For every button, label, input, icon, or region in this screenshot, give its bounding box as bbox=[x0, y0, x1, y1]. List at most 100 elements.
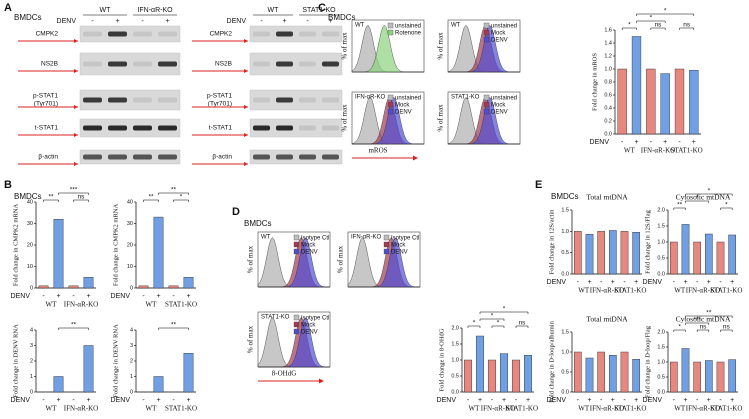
sign: + bbox=[611, 279, 615, 286]
sig-label: ns bbox=[655, 22, 663, 29]
sig-label: * bbox=[650, 15, 653, 22]
blot-strip bbox=[249, 52, 343, 76]
blot-band bbox=[276, 31, 293, 37]
sign: - bbox=[650, 139, 653, 146]
legend-label: Mock bbox=[491, 103, 506, 109]
blot-band bbox=[108, 31, 127, 37]
blot-group: WT bbox=[100, 7, 112, 14]
bar bbox=[632, 231, 640, 275]
sign: - bbox=[719, 279, 722, 286]
legend-label: Mock bbox=[391, 243, 406, 249]
legend-swatch bbox=[483, 101, 490, 108]
bar bbox=[153, 376, 164, 393]
sign: + bbox=[683, 397, 687, 404]
treatment-label: DENV bbox=[590, 139, 610, 146]
y-tick-label: 1.5 bbox=[451, 341, 459, 347]
sign: - bbox=[696, 397, 699, 404]
bar bbox=[83, 277, 94, 289]
y-tick-label: 1.5 bbox=[561, 329, 569, 335]
treatment-label: DENV bbox=[11, 293, 31, 300]
sign: + bbox=[526, 397, 530, 404]
bar bbox=[585, 234, 594, 275]
treatment-label: DENV bbox=[547, 397, 567, 404]
blot-band bbox=[158, 125, 177, 131]
bar bbox=[716, 361, 725, 393]
cell-label: BMDCs bbox=[14, 13, 42, 22]
legend-swatch bbox=[483, 94, 490, 101]
y-tick-label: 0 bbox=[130, 389, 133, 395]
sign: + bbox=[186, 293, 190, 300]
sig-label: ns bbox=[78, 194, 86, 201]
blot-band bbox=[322, 97, 339, 103]
group-label: IFN-αR-KO bbox=[686, 405, 720, 413]
y-tick-label: 0.5 bbox=[657, 255, 665, 261]
sign: + bbox=[707, 279, 711, 286]
blot-band bbox=[322, 125, 339, 131]
legend-swatch bbox=[483, 36, 490, 43]
legend-swatch bbox=[293, 314, 300, 321]
group-label: IFN-αR-KO bbox=[64, 301, 98, 309]
legend-label: Isotype Ctl bbox=[301, 236, 329, 242]
protein-label: p-STAT1 bbox=[207, 93, 232, 100]
axis-label: % of max bbox=[247, 245, 255, 273]
group-label: WT bbox=[624, 147, 636, 155]
sig-label: * bbox=[473, 320, 476, 327]
blot-band bbox=[276, 154, 293, 160]
sign: + bbox=[156, 293, 160, 300]
blot-band bbox=[108, 61, 127, 67]
sig-bracket bbox=[685, 193, 733, 196]
sign: + bbox=[587, 279, 591, 286]
bar bbox=[617, 68, 627, 135]
y-tick-label: 0.0 bbox=[561, 271, 569, 277]
bar bbox=[153, 216, 164, 289]
sig-label: ns bbox=[723, 324, 731, 331]
sign: + bbox=[115, 18, 119, 25]
sig-label: ns bbox=[700, 324, 708, 331]
group-label: STAT1-KO bbox=[710, 287, 742, 295]
sign: - bbox=[306, 18, 309, 25]
red-arrowhead bbox=[74, 39, 78, 43]
bar bbox=[681, 348, 690, 393]
y-tick-label: 0.5 bbox=[451, 373, 459, 379]
y-tick-label: 1 bbox=[30, 374, 33, 380]
bar bbox=[609, 230, 617, 275]
sign: + bbox=[692, 139, 696, 146]
legend-label: DENV bbox=[301, 330, 318, 336]
bar bbox=[183, 353, 194, 393]
sig-label: ** bbox=[71, 322, 77, 329]
y-tick-label: 10 bbox=[127, 264, 133, 270]
sign: + bbox=[611, 397, 615, 404]
legend-swatch bbox=[293, 328, 300, 335]
bar bbox=[585, 357, 594, 393]
y-tick-label: 1.5 bbox=[657, 223, 665, 229]
sign: + bbox=[663, 139, 667, 146]
y-tick-label: 4 bbox=[30, 327, 33, 333]
group-label: IFN-αR-KO bbox=[590, 287, 624, 295]
bar bbox=[670, 241, 678, 275]
bar bbox=[464, 359, 472, 393]
axis-label: % of max bbox=[337, 245, 345, 273]
protein-label: p-STAT1 bbox=[33, 93, 58, 100]
axis-label: % of max bbox=[437, 32, 445, 60]
blot-band bbox=[158, 61, 177, 67]
sig-label: ** bbox=[148, 194, 154, 201]
axis-label: 8-OHdG bbox=[272, 370, 297, 378]
sign: + bbox=[634, 139, 638, 146]
blot-group: WT bbox=[268, 7, 280, 14]
sig-bracket bbox=[143, 199, 159, 202]
histogram-curve bbox=[352, 24, 424, 73]
legend-label: unstained bbox=[491, 96, 517, 102]
sig-label: ** bbox=[706, 310, 712, 317]
y-tick-label: 1.0 bbox=[451, 357, 459, 363]
sig-bracket bbox=[720, 329, 733, 332]
legend-label: DENV bbox=[395, 110, 412, 116]
y-tick-label: 0.5 bbox=[561, 250, 569, 256]
protein-label: β-actin bbox=[212, 154, 232, 161]
sig-bracket bbox=[515, 325, 529, 328]
y-tick-label: 0.0 bbox=[561, 389, 569, 395]
bar bbox=[53, 376, 64, 393]
axis-label: mROS bbox=[368, 147, 387, 155]
y-tick-label: 10 bbox=[27, 264, 33, 270]
sign: - bbox=[623, 397, 626, 404]
y-tick-label: 4 bbox=[130, 327, 133, 333]
